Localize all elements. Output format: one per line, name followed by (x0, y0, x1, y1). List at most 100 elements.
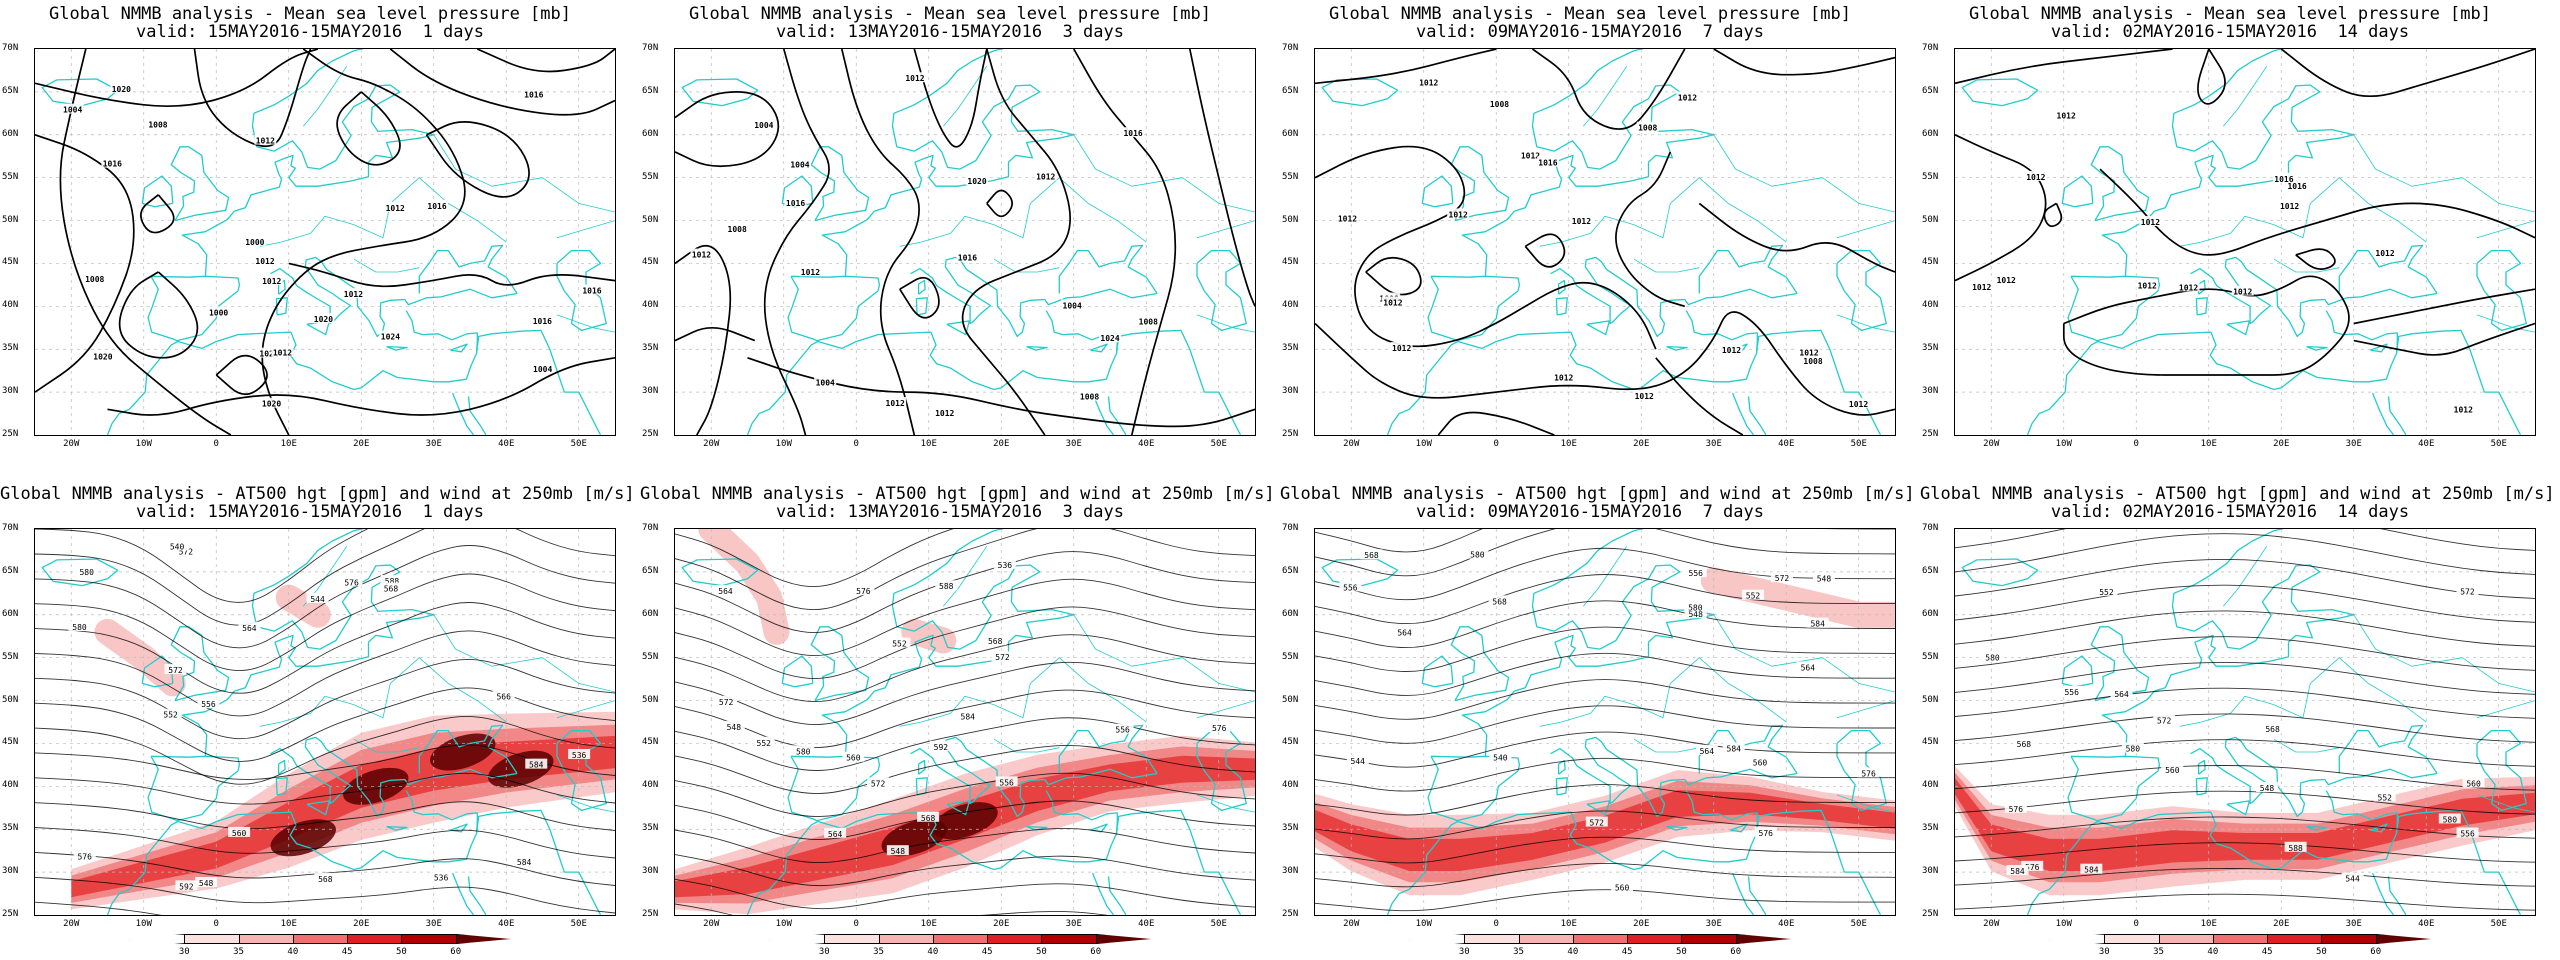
coastline (306, 800, 331, 816)
contour-label-bg (904, 72, 927, 83)
coastline (41, 78, 119, 107)
panel-valid-period: valid: 13MAY2016-15MAY2016 3 days (776, 502, 1124, 522)
contour-label-bg (580, 284, 603, 295)
coastline (270, 736, 518, 818)
contour-label-bg (271, 346, 294, 357)
contour-label-bg (342, 288, 365, 299)
contour-label: 584 (1810, 620, 1825, 629)
coastline (2226, 320, 2251, 336)
coastline (2190, 256, 2438, 338)
contour-label: 1012 (2179, 283, 2198, 292)
lon-tick-label: 20W (1343, 919, 1360, 929)
colorbar-tick-label: 45 (1621, 947, 1633, 957)
contour-label: 584 (961, 712, 976, 721)
height-contour (1955, 790, 2535, 815)
contour-label: 576 (1212, 724, 1227, 733)
coastlines (41, 49, 615, 435)
coastlines (681, 529, 1255, 915)
contour-label: 576 (856, 587, 871, 596)
contour-label-bg (164, 664, 187, 675)
contour-label: 548 (891, 847, 906, 856)
border-line (1196, 794, 1255, 813)
colorbar-tick-label: 30 (178, 947, 190, 957)
coastline (275, 777, 288, 796)
border-line (2476, 314, 2535, 333)
contour-label-bg (1336, 212, 1359, 223)
contour-label: 556 (999, 778, 1014, 787)
lon-tick-label: 20W (63, 919, 80, 929)
wind-speed-colorbar: 30 35 40 45 50 60 (2050, 934, 2431, 957)
height-contour (1315, 836, 1895, 864)
lat-tick-label: 50N (1922, 214, 1939, 225)
colorbar-segment (401, 934, 457, 944)
colorbar-segment (1518, 934, 1574, 944)
jet-stream-shading (675, 529, 1255, 915)
lon-tick-label: 20E (993, 439, 1010, 449)
contour-label-bg (1742, 589, 1765, 600)
coastline (475, 329, 602, 435)
colorbar-segment (2267, 934, 2323, 944)
contour-label-bg (995, 776, 1018, 787)
lat-tick-label: 40N (2, 780, 19, 791)
colorbar-segment (2212, 934, 2269, 944)
height-contour (35, 827, 615, 859)
panel-title: Global NMMB analysis - Mean sea level pr… (689, 4, 1211, 24)
lat-tick-label: 60N (2, 608, 19, 619)
height-contour (675, 878, 1255, 910)
contour-label-bg (73, 850, 96, 861)
colorbar-tick-label: 50 (1036, 947, 1047, 957)
height-contour (1955, 584, 2535, 623)
lon-tick-label: 40E (1138, 439, 1155, 449)
contour-label-bg (1137, 315, 1160, 326)
contour-label-bg (2055, 109, 2078, 120)
contour-label: 1004 (63, 106, 82, 115)
contour-label: 564 (718, 587, 733, 596)
pressure-isobars (1955, 49, 2535, 376)
height-contour (35, 545, 615, 649)
coastline (451, 392, 475, 435)
contour-label: 1024 (381, 333, 400, 342)
colorbar-segment (292, 934, 349, 944)
contour-label: 1012 (262, 277, 281, 286)
height-contour (1315, 679, 1895, 720)
contour-label: 552 (2099, 588, 2114, 597)
colorbar-tick-label: 40 (1567, 947, 1579, 957)
contour-label: 580 (1688, 603, 1703, 612)
contour-label-bg (722, 720, 745, 731)
contour-label: 1008 (1139, 318, 1158, 327)
contour-label-bg (1722, 742, 1745, 753)
lat-tick-label: 50N (1922, 694, 1939, 705)
panel-title: Global NMMB analysis - AT500 hgt [gpm] a… (1920, 484, 2555, 504)
lat-tick-label: 65N (2, 565, 19, 576)
contour-label: 1012 (256, 137, 275, 146)
coastline (386, 345, 408, 351)
contour-label-bg (1570, 214, 1593, 225)
contour-label-bg (2080, 863, 2103, 874)
height-contour (35, 876, 615, 914)
lon-tick-label: 30E (1065, 439, 1082, 449)
contour-label: 1012 (386, 204, 405, 213)
contour-label: 548 (727, 723, 742, 732)
lat-tick-label: 60N (1922, 608, 1939, 619)
map-canvas: 1004 1008 1004 1024 1020 1012 1016 1004 1008 1004… (675, 49, 1255, 435)
lat-tick-label: 35N (1282, 343, 1299, 354)
lon-tick-label: 40E (498, 439, 515, 449)
contour-label: 584 (2010, 867, 2025, 876)
contour-label-bg (1847, 397, 1870, 408)
lat-tick-label: 65N (1282, 85, 1299, 96)
lon-tick-label: 40E (1778, 439, 1795, 449)
contour-label: 548 (1817, 574, 1832, 583)
isobar (425, 121, 530, 198)
coastline (2197, 279, 2206, 295)
contour-label: 1012 (1449, 210, 1468, 219)
contour-label-bg (1447, 208, 1470, 219)
lon-tick-label: 40E (2418, 439, 2435, 449)
colorbar-tick-label: 30 (818, 947, 830, 957)
contour-label: 572 (168, 666, 183, 675)
contour-label-bg (430, 871, 453, 882)
contour-label: 564 (1700, 747, 1715, 756)
jet-core (270, 819, 336, 857)
contour-label: 552 (2378, 794, 2393, 803)
lat-tick-label: 30N (642, 386, 659, 397)
coastlines (1321, 49, 1895, 435)
